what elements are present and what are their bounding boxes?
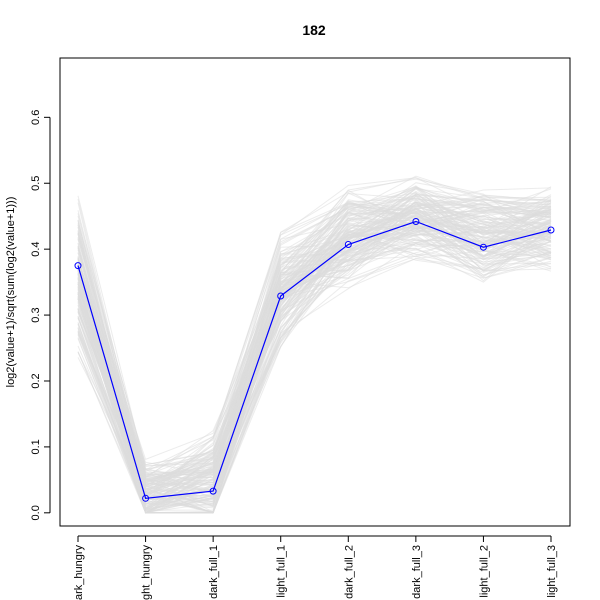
background-profile-line [77, 228, 552, 514]
x-axis: ark_hungry ght_hungry dark_full_1 light_ful… [73, 535, 558, 600]
series-line [77, 220, 552, 499]
background-profile-line [77, 222, 552, 514]
y-tick-label: 0.2 [30, 373, 42, 388]
chart-title: 182 [302, 22, 326, 38]
background-profile-line [77, 212, 552, 484]
background-profile-line [77, 194, 552, 466]
series-point [412, 218, 420, 225]
series-point [142, 494, 150, 502]
y-tick-label: 0.4 [30, 242, 42, 257]
background-profile-line [77, 186, 552, 479]
series-point [547, 226, 555, 234]
y-tick-label: 0.0 [30, 505, 42, 520]
background-profile-line [77, 193, 552, 487]
background-profile-line [77, 175, 552, 483]
background-profile-line [77, 177, 552, 467]
x-tick-label: light_full_1 [276, 545, 288, 598]
series-point [479, 243, 487, 251]
background-profile-line [77, 186, 552, 473]
series-point [344, 241, 352, 248]
highlighted-series [74, 218, 555, 502]
x-tick-label: ark_hungry [73, 545, 85, 600]
y-tick-label: 0.3 [30, 307, 42, 322]
x-tick-label: light_full_3 [546, 545, 558, 598]
x-tick-label: dark_full_1 [208, 545, 220, 599]
y-tick-label: 0.6 [30, 110, 42, 125]
y-axis: 0.0 0.1 0.2 0.3 0.4 0.5 0.6 [30, 110, 51, 520]
x-tick-label: dark_full_2 [343, 545, 355, 599]
series-point [277, 292, 285, 300]
x-tick-label: dark_full_3 [411, 545, 423, 599]
background-profile-line [77, 188, 552, 482]
series-point [74, 262, 82, 270]
background-profiles [77, 175, 552, 514]
x-tick-label: light_full_2 [478, 545, 490, 598]
plot-frame [59, 57, 571, 527]
y-axis-label: log2(value+1)/sqrt(sum(log2(value+1))) [5, 197, 17, 388]
x-tick-label: ght_hungry [141, 545, 153, 600]
background-profile-line [77, 178, 552, 477]
background-profile-line [77, 186, 552, 492]
background-profile-line [77, 218, 552, 508]
background-profile-line [77, 220, 552, 500]
series-point [209, 487, 217, 495]
background-profile-line [77, 208, 552, 492]
background-profile-line [77, 198, 552, 482]
y-tick-label: 0.1 [30, 439, 42, 454]
background-profile-line [77, 255, 552, 499]
background-profile-line [77, 190, 552, 501]
background-profile-line [77, 235, 552, 511]
y-tick-label: 0.5 [30, 176, 42, 191]
